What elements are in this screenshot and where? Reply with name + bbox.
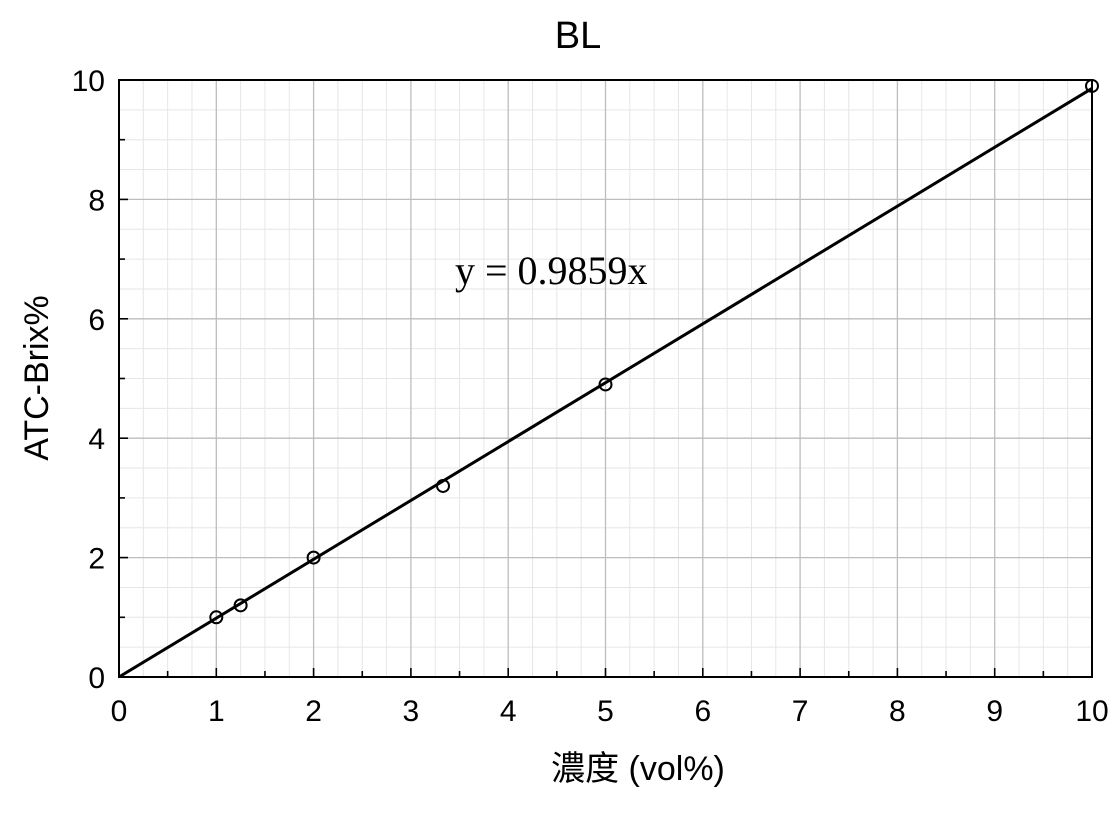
chart-title: BL [555, 15, 601, 57]
equation-label: y = 0.9859x [455, 248, 648, 293]
trendline [118, 87, 1093, 679]
x-tick-label: 7 [792, 695, 809, 728]
x-tick-label: 10 [1075, 695, 1108, 728]
trendline-layer [118, 87, 1093, 679]
data-point [436, 478, 451, 493]
minor-gridlines [119, 80, 1092, 677]
y-tick-label: 0 [88, 662, 105, 695]
x-tick-label: 3 [403, 695, 420, 728]
y-tick-label: 6 [88, 304, 105, 337]
x-tick-label: 9 [986, 695, 1003, 728]
data-point [1085, 78, 1099, 93]
data-point [306, 550, 321, 565]
x-tick-label: 5 [597, 695, 614, 728]
x-tick-label: 8 [889, 695, 906, 728]
x-tick-label: 1 [208, 695, 225, 728]
x-tick-label: 0 [111, 695, 128, 728]
y-tick-label: 8 [88, 184, 105, 217]
x-tick-label: 2 [305, 695, 322, 728]
data-point [209, 610, 224, 625]
data-point [233, 598, 248, 613]
y-tick-label: 4 [88, 423, 105, 456]
y-tick-label: 10 [72, 65, 105, 98]
data-points [209, 78, 1099, 625]
y-axis-label: ATC-Brix% [18, 295, 56, 461]
x-tick-label: 4 [500, 695, 517, 728]
y-tick-label: 2 [88, 543, 105, 576]
x-axis-label: 濃度 (vol%) [551, 750, 725, 788]
axes [118, 79, 1093, 678]
data-point [598, 377, 613, 392]
y-tick-labels: 0 2 4 6 8 10 [72, 65, 105, 695]
x-tick-label: 6 [694, 695, 711, 728]
x-tick-labels: 0 1 2 3 4 5 6 7 8 9 10 [111, 695, 1109, 728]
